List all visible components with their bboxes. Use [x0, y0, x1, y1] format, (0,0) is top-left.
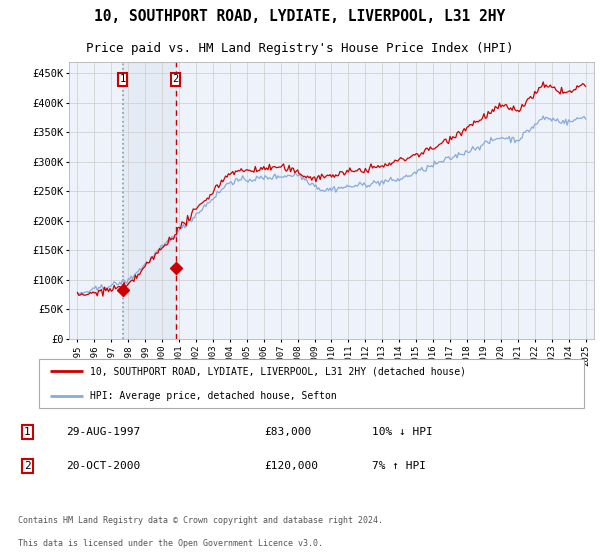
Text: Price paid vs. HM Land Registry's House Price Index (HPI): Price paid vs. HM Land Registry's House …: [86, 41, 514, 55]
Text: 2: 2: [24, 461, 31, 472]
Text: £83,000: £83,000: [264, 427, 311, 437]
Text: 20-OCT-2000: 20-OCT-2000: [66, 461, 140, 472]
Text: 1: 1: [24, 427, 31, 437]
Bar: [122, 62, 176, 339]
Text: 7% ↑ HPI: 7% ↑ HPI: [372, 461, 426, 472]
Text: 29-AUG-1997: 29-AUG-1997: [66, 427, 140, 437]
Text: This data is licensed under the Open Government Licence v3.0.: This data is licensed under the Open Gov…: [18, 539, 323, 548]
Text: £120,000: £120,000: [264, 461, 318, 472]
FancyBboxPatch shape: [39, 359, 584, 408]
Text: 2: 2: [173, 74, 179, 84]
Text: 10% ↓ HPI: 10% ↓ HPI: [372, 427, 433, 437]
Text: 10, SOUTHPORT ROAD, LYDIATE, LIVERPOOL, L31 2HY (detached house): 10, SOUTHPORT ROAD, LYDIATE, LIVERPOOL, …: [90, 366, 466, 376]
Text: HPI: Average price, detached house, Sefton: HPI: Average price, detached house, Seft…: [90, 390, 337, 400]
Text: Contains HM Land Registry data © Crown copyright and database right 2024.: Contains HM Land Registry data © Crown c…: [18, 516, 383, 525]
Text: 1: 1: [119, 74, 125, 84]
Text: 10, SOUTHPORT ROAD, LYDIATE, LIVERPOOL, L31 2HY: 10, SOUTHPORT ROAD, LYDIATE, LIVERPOOL, …: [94, 9, 506, 24]
